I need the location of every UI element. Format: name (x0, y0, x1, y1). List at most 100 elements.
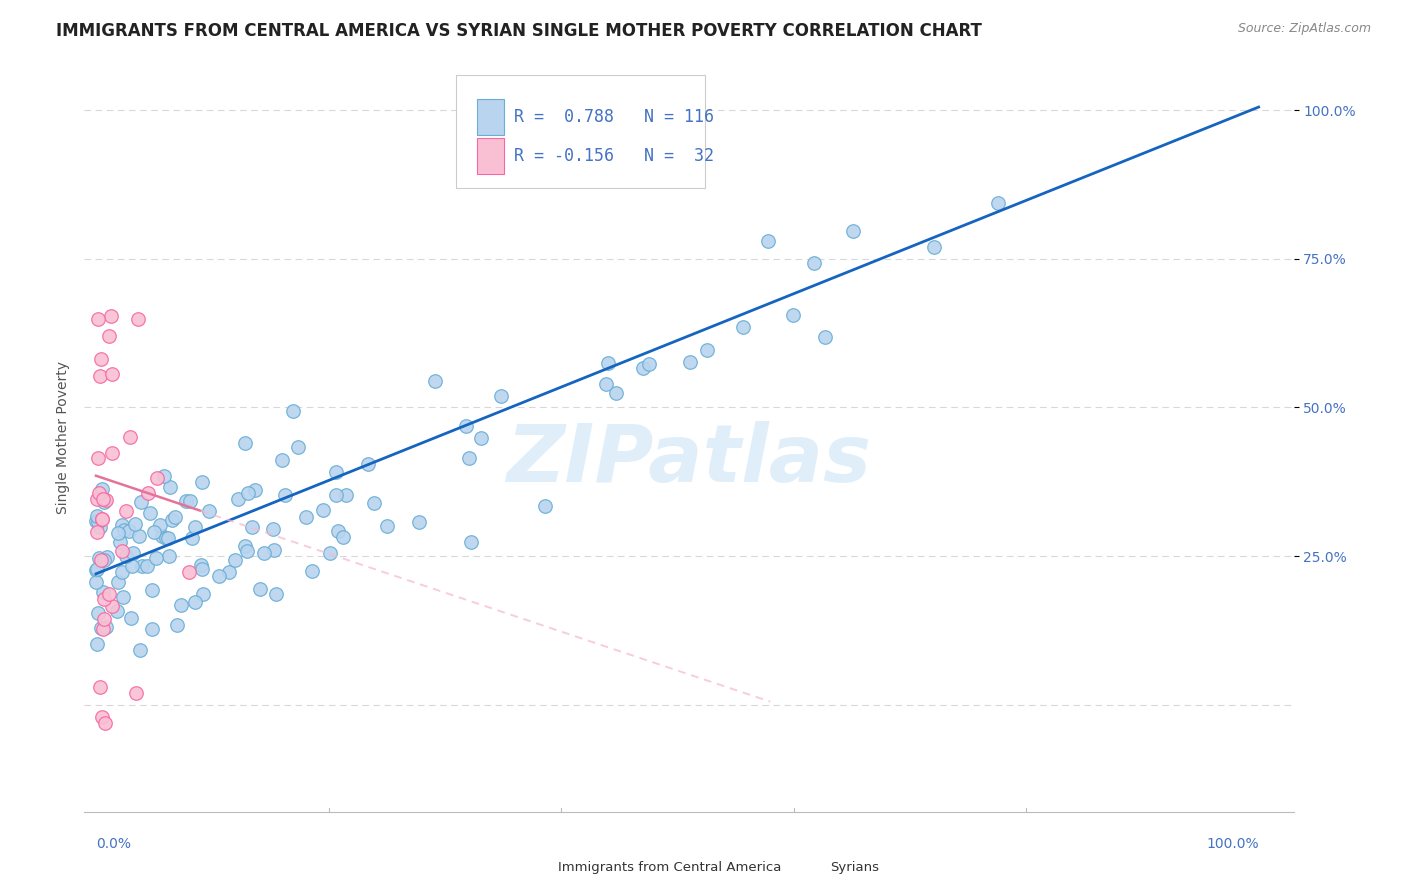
Bar (804, 853, 821, 883)
Point (115, 504, 138, 518)
Point (89, 368, 111, 383)
Point (93, 495, 115, 509)
Point (534, 499, 557, 513)
Point (233, 539, 256, 553)
Point (84, 515, 107, 529)
Text: 100.0%: 100.0% (1206, 837, 1258, 851)
Point (91, 483, 114, 497)
Point (143, 524, 166, 539)
Point (98, 329, 121, 343)
Point (679, 355, 702, 369)
Point (120, 611, 142, 625)
Text: 0.0%: 0.0% (96, 837, 131, 851)
Point (131, 559, 153, 574)
Point (101, 367, 124, 381)
Point (803, 256, 825, 270)
Point (90, 553, 112, 567)
Point (90, 709, 112, 723)
Point (87, 515, 110, 529)
Point (423, 374, 446, 388)
Point (111, 517, 134, 532)
Point (325, 465, 347, 479)
Point (127, 312, 149, 326)
Point (93, 592, 115, 607)
Point (111, 565, 134, 579)
Point (90, 621, 112, 635)
Point (98, 587, 121, 601)
Point (281, 404, 304, 418)
Point (841, 224, 863, 238)
Point (93, 612, 115, 626)
Point (986, 195, 1008, 210)
Point (335, 488, 357, 502)
Point (107, 525, 129, 540)
Point (136, 558, 159, 573)
Point (183, 595, 205, 609)
Point (408, 515, 430, 529)
Point (91, 512, 114, 526)
Point (121, 546, 143, 560)
Point (696, 343, 718, 358)
Point (332, 530, 354, 544)
Point (179, 493, 201, 508)
Text: Syrians: Syrians (831, 862, 879, 874)
Point (294, 509, 316, 524)
Point (325, 488, 347, 502)
Point (136, 486, 159, 500)
Point (141, 622, 163, 636)
Point (86, 491, 108, 506)
Text: R =  0.788   N = 116: R = 0.788 N = 116 (513, 108, 714, 126)
Point (253, 546, 276, 560)
Text: IMMIGRANTS FROM CENTRAL AMERICA VS SYRIAN SINGLE MOTHER POVERTY CORRELATION CHAR: IMMIGRANTS FROM CENTRAL AMERICA VS SYRIA… (56, 22, 983, 40)
Point (124, 517, 146, 532)
Point (319, 546, 342, 560)
Point (287, 440, 309, 454)
Point (101, 599, 124, 613)
Point (84, 563, 107, 577)
Point (87, 311, 110, 326)
Point (91, 585, 114, 599)
Point (94, 715, 117, 730)
Point (357, 457, 380, 471)
Point (249, 582, 271, 596)
Y-axis label: Single Mother Poverty: Single Mother Poverty (56, 360, 70, 514)
Point (236, 543, 259, 558)
Point (638, 357, 661, 371)
Point (108, 535, 131, 549)
Point (156, 531, 179, 545)
Point (120, 430, 142, 444)
Point (129, 495, 152, 509)
Point (149, 517, 172, 532)
Point (124, 686, 146, 700)
Point (235, 436, 257, 450)
Point (922, 240, 945, 254)
Point (631, 360, 654, 375)
Point (174, 493, 197, 508)
Point (100, 309, 122, 323)
Point (470, 431, 492, 445)
Point (605, 386, 627, 401)
Point (121, 558, 143, 573)
Point (170, 598, 193, 612)
Point (96, 620, 118, 634)
Point (263, 543, 285, 558)
Point (271, 453, 294, 467)
Point (190, 562, 212, 576)
Point (87, 450, 110, 465)
Bar (531, 853, 548, 883)
Point (86, 509, 108, 524)
Point (814, 329, 837, 343)
Point (238, 486, 260, 500)
Point (141, 583, 163, 598)
Point (89, 680, 111, 694)
Point (454, 418, 477, 433)
Point (150, 529, 173, 543)
Bar (478, 99, 503, 135)
Point (91, 511, 114, 525)
Text: Source: ZipAtlas.com: Source: ZipAtlas.com (1237, 22, 1371, 36)
Point (145, 550, 167, 565)
Point (107, 574, 129, 589)
FancyBboxPatch shape (456, 75, 704, 188)
Point (87, 550, 110, 565)
Point (157, 549, 180, 564)
